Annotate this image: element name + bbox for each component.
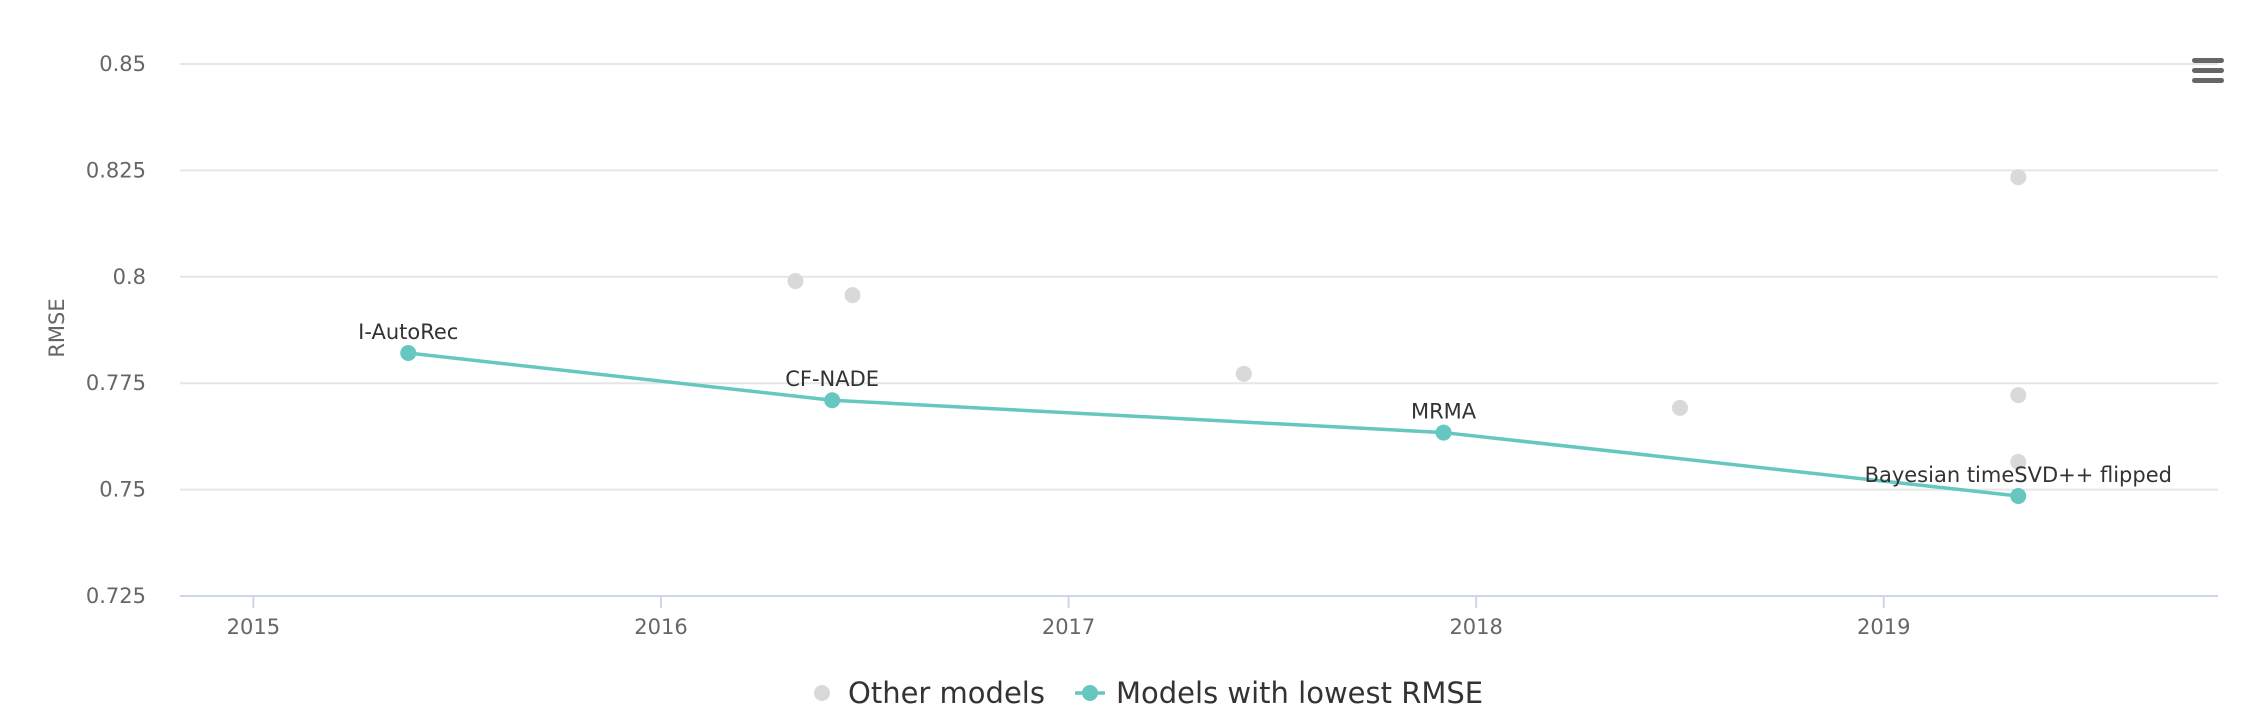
other-model-point (2010, 387, 2027, 404)
y-axis-title: RMSE (45, 298, 69, 357)
lowest-rmse-series (400, 344, 2027, 504)
lowest-rmse-point (400, 344, 417, 361)
y-tick-label: 0.75 (99, 478, 146, 502)
x-tick-label: 2015 (227, 615, 280, 639)
axes: 0.725 0.75 0.775 0.8 0.825 0.85 2015 2016 2017 20… (45, 52, 2218, 639)
other-model-point (2010, 453, 2027, 470)
other-models-series (787, 169, 2027, 470)
x-tick-label: 2016 (634, 615, 687, 639)
y-tick-label: 0.85 (99, 52, 146, 76)
chart-menu-button[interactable] (2188, 52, 2228, 88)
lowest-rmse-point (2010, 487, 2027, 504)
other-model-point (2010, 169, 2027, 186)
data-label: Bayesian timeSVD++ flipped (1865, 463, 2172, 487)
x-tick-label: 2018 (1449, 615, 1502, 639)
hamburger-menu-icon (2192, 58, 2224, 83)
other-model-point (787, 273, 804, 290)
other-model-point (844, 287, 861, 304)
data-labels: I-AutoRec CF-NADE MRMA Bayesian timeSVD++ f… (358, 320, 2172, 487)
legend-marker-lowest-rmse (1082, 685, 1098, 701)
legend-label-other-models: Other models (848, 676, 1045, 710)
y-tick-label: 0.725 (86, 584, 146, 608)
y-tick-label: 0.8 (113, 265, 146, 289)
other-model-point (1671, 399, 1688, 416)
grid-lines (180, 63, 2218, 491)
lowest-rmse-point (824, 392, 841, 409)
legend-marker-other-models (814, 685, 830, 701)
y-tick-label: 0.825 (86, 158, 146, 182)
x-tick-label: 2019 (1857, 615, 1910, 639)
y-tick-label: 0.775 (86, 371, 146, 395)
lowest-rmse-point (1435, 424, 1452, 441)
lowest-rmse-line (408, 351, 2019, 498)
data-label: MRMA (1411, 400, 1477, 424)
x-tick-label: 2017 (1042, 615, 1095, 639)
data-label: I-AutoRec (358, 320, 458, 344)
legend: Other models Models with lowest RMSE (814, 676, 1483, 710)
data-label: CF-NADE (785, 367, 879, 391)
legend-label-lowest-rmse: Models with lowest RMSE (1116, 676, 1483, 710)
other-model-point (1235, 365, 1252, 382)
